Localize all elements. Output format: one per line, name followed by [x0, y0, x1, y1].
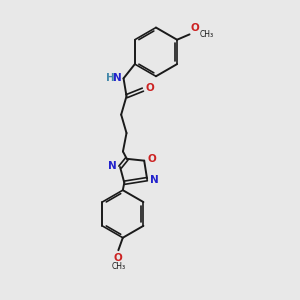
Text: O: O [190, 23, 199, 33]
Text: O: O [114, 253, 123, 263]
Text: H: H [106, 73, 115, 83]
Text: N: N [113, 73, 122, 83]
Text: CH₃: CH₃ [200, 31, 214, 40]
Text: N: N [108, 161, 117, 171]
Text: N: N [150, 175, 159, 185]
Text: O: O [146, 83, 154, 93]
Text: CH₃: CH₃ [111, 262, 125, 271]
Text: O: O [147, 154, 156, 164]
